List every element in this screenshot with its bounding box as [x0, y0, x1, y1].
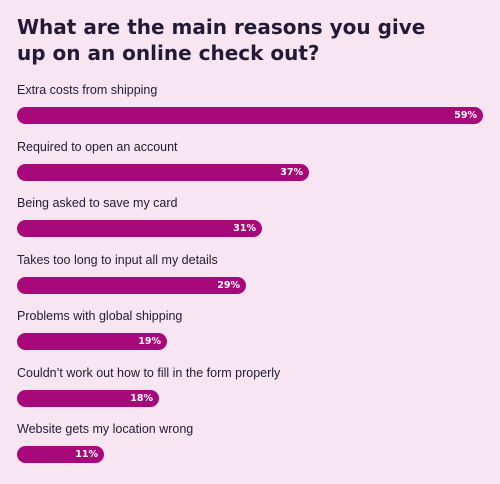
bar-chart: Extra costs from shipping 59% Required to …: [17, 82, 483, 478]
bar-track: 18%: [17, 389, 483, 407]
value-label: 19%: [138, 336, 161, 347]
bar: 31%: [17, 220, 262, 237]
bar: 29%: [17, 276, 246, 294]
category-label: Takes too long to input all my details: [17, 252, 218, 267]
bar-track: 11%: [17, 446, 483, 463]
bar-track: 29%: [17, 276, 483, 294]
value-label: 37%: [280, 166, 303, 178]
bar: 37%: [17, 163, 309, 181]
value-label: 59%: [454, 110, 477, 121]
chart-title: What are the main reasons you give up on…: [17, 15, 426, 65]
value-label: 11%: [75, 449, 98, 460]
category-label: Extra costs from shipping: [17, 83, 158, 97]
category-label: Website gets my location wrong: [17, 422, 194, 436]
bar: 18%: [17, 389, 159, 407]
category-label: Couldn’t work out how to fill in the for…: [17, 365, 281, 380]
bar: 11%: [17, 446, 104, 463]
bar-row: Required to open an account 37%: [17, 139, 483, 196]
bar-row: Extra costs from shipping 59%: [17, 82, 483, 139]
value-label: 31%: [233, 223, 256, 234]
bar: 19%: [17, 333, 167, 350]
bar-row: Website gets my location wrong 11%: [17, 421, 483, 478]
bar-row: Problems with global shipping 19%: [17, 308, 483, 365]
bar-track: 19%: [17, 333, 483, 350]
bar-row: Couldn’t work out how to fill in the for…: [17, 365, 483, 422]
bar-track: 37%: [17, 163, 483, 181]
bar-row: Takes too long to input all my details 29…: [17, 252, 483, 309]
value-label: 29%: [217, 279, 240, 291]
bar: 59%: [17, 107, 483, 124]
bar-track: 31%: [17, 220, 483, 237]
bar-track: 59%: [17, 107, 483, 124]
value-label: 18%: [130, 392, 153, 404]
category-label: Being asked to save my card: [17, 196, 178, 210]
bar-row: Being asked to save my card 31%: [17, 195, 483, 252]
category-label: Problems with global shipping: [17, 309, 183, 323]
category-label: Required to open an account: [17, 139, 178, 154]
